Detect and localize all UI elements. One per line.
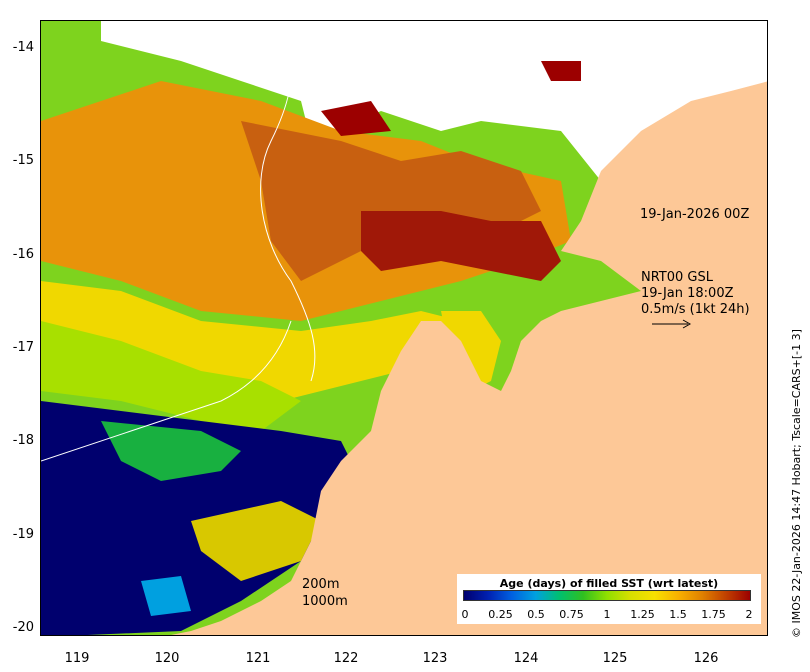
- sst-age-map: [40, 20, 768, 636]
- age-zone-green-patch: [101, 421, 241, 481]
- y-tick-label: -20: [12, 620, 34, 635]
- swath-time-label: 19-Jan-2026 00Z: [640, 207, 750, 222]
- legend-tick-label: 0.5: [527, 608, 545, 621]
- y-tick-label: -14: [12, 40, 34, 55]
- y-tick-label: -18: [12, 433, 34, 448]
- current-scale-label: 0.5m/s (1kt 24h): [641, 302, 750, 317]
- x-tick-label: 120: [154, 651, 180, 666]
- x-tick-label: 119: [64, 651, 90, 666]
- age-zone-ltgreen: [41, 321, 301, 431]
- legend-tick-label: 1.25: [630, 608, 655, 621]
- legend-colorbar: [463, 590, 751, 601]
- x-tick-label: 121: [245, 651, 271, 666]
- x-tick-label: 123: [422, 651, 448, 666]
- missing-data-region: [101, 21, 767, 181]
- contour-1000m-label: 1000m: [302, 594, 348, 609]
- x-tick-label: 122: [333, 651, 359, 666]
- scale-arrow-icon: [652, 319, 692, 329]
- y-tick-label: -16: [12, 247, 34, 262]
- legend-tick-label: 1.5: [669, 608, 687, 621]
- x-tick-label: 126: [693, 651, 719, 666]
- legend-tick-label: 0.75: [559, 608, 584, 621]
- current-product-label: NRT00 GSL: [641, 270, 713, 285]
- contour-200m: [260, 21, 316, 382]
- y-tick-label: -17: [12, 340, 34, 355]
- y-tick-label: -19: [12, 527, 34, 542]
- age-zone-yellow-patch: [191, 501, 321, 581]
- current-time-label: 19-Jan 18:00Z: [641, 286, 734, 301]
- map-canvas: [41, 21, 767, 635]
- legend-tick-label: 0.25: [488, 608, 513, 621]
- legend-tick-label: 0: [461, 608, 469, 621]
- contour-200m-label: 200m: [302, 577, 340, 592]
- y-tick-label: -15: [12, 153, 34, 168]
- land-mass: [171, 81, 767, 635]
- legend-tick-label: 1.75: [701, 608, 726, 621]
- x-tick-label: 125: [602, 651, 628, 666]
- legend-tick-label: 1: [603, 608, 611, 621]
- x-tick-label: 124: [513, 651, 539, 666]
- age-zone-darkred-patch2: [541, 61, 581, 81]
- credit-text: © IMOS 22-Jan-2026 14:47 Hobart; Tscale=…: [790, 329, 803, 638]
- legend-title: Age (days) of filled SST (wrt latest): [499, 577, 719, 590]
- legend-tick-label: 2: [745, 608, 753, 621]
- legend: Age (days) of filled SST (wrt latest) 0 0…: [457, 574, 761, 624]
- contour-1000m: [41, 320, 292, 462]
- age-zone-blue-patch: [141, 576, 191, 616]
- age-zone-yellow-gulf: [441, 311, 501, 391]
- age-zone-darkred-patch: [321, 101, 391, 136]
- age-zone-darkorange: [241, 121, 541, 281]
- age-zone-red: [361, 211, 561, 281]
